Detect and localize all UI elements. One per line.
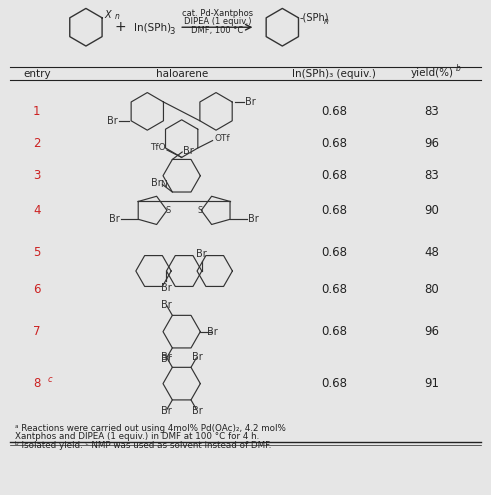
Text: 0.68: 0.68 <box>321 283 347 296</box>
Text: Br: Br <box>196 248 207 258</box>
Text: DIPEA (1 equiv.): DIPEA (1 equiv.) <box>184 17 251 26</box>
Text: 0.68: 0.68 <box>321 105 347 118</box>
Text: Br: Br <box>161 353 171 364</box>
Text: 1: 1 <box>33 105 41 118</box>
Text: 3: 3 <box>33 169 41 182</box>
Text: 83: 83 <box>425 105 439 118</box>
Text: In(SPh): In(SPh) <box>134 22 171 32</box>
Text: ᵃ Reactions were carried out using 4mol% Pd(OAc)₂, 4.2 mol%: ᵃ Reactions were carried out using 4mol%… <box>15 424 286 433</box>
Text: TfO: TfO <box>150 143 165 152</box>
Text: -(SPh): -(SPh) <box>300 13 329 23</box>
Text: 90: 90 <box>425 204 439 217</box>
Text: N: N <box>160 180 166 189</box>
Text: 2: 2 <box>33 137 41 150</box>
Text: Br: Br <box>192 405 202 416</box>
Text: Br: Br <box>151 178 162 188</box>
Text: Br: Br <box>109 214 120 224</box>
Text: OTf: OTf <box>214 134 230 143</box>
Text: Br: Br <box>161 351 171 362</box>
Text: In(SPh)₃ (equiv.): In(SPh)₃ (equiv.) <box>292 68 376 79</box>
Text: Br: Br <box>248 214 259 224</box>
Text: 83: 83 <box>425 169 439 182</box>
Text: c: c <box>48 375 52 384</box>
Text: X: X <box>105 10 111 20</box>
Text: entry: entry <box>23 68 51 79</box>
Text: Br: Br <box>107 116 118 126</box>
Text: 0.68: 0.68 <box>321 377 347 390</box>
Text: 0.68: 0.68 <box>321 246 347 259</box>
Text: 7: 7 <box>33 325 41 338</box>
Text: 48: 48 <box>425 246 439 259</box>
Text: 8: 8 <box>33 377 41 390</box>
Text: S: S <box>198 206 203 215</box>
Text: cat. Pd-Xantphos: cat. Pd-Xantphos <box>182 9 253 18</box>
Text: S: S <box>165 206 170 215</box>
Text: 3: 3 <box>169 27 175 36</box>
Text: n: n <box>324 17 329 26</box>
Text: Br: Br <box>207 327 218 337</box>
Text: 91: 91 <box>425 377 439 390</box>
Text: Br: Br <box>246 97 256 107</box>
Text: 0.68: 0.68 <box>321 325 347 338</box>
Text: 5: 5 <box>33 246 41 259</box>
Text: Br: Br <box>161 405 171 416</box>
Text: Br: Br <box>192 351 202 362</box>
Text: n: n <box>114 12 119 21</box>
Text: ᵇ Isolated yield. ᶜ NMP was used as solvent instead of DMF.: ᵇ Isolated yield. ᶜ NMP was used as solv… <box>15 441 271 450</box>
Text: +: + <box>114 20 126 34</box>
Text: 80: 80 <box>425 283 439 296</box>
Text: 0.68: 0.68 <box>321 169 347 182</box>
Text: 6: 6 <box>33 283 41 296</box>
Text: Br: Br <box>183 146 194 155</box>
Text: b: b <box>456 64 461 73</box>
Text: Br: Br <box>161 299 171 310</box>
Text: 96: 96 <box>425 137 439 150</box>
Text: 0.68: 0.68 <box>321 137 347 150</box>
Text: 96: 96 <box>425 325 439 338</box>
Text: yield(%): yield(%) <box>410 67 454 78</box>
Text: 4: 4 <box>33 204 41 217</box>
Text: Br: Br <box>161 283 172 294</box>
Text: haloarene: haloarene <box>156 68 208 79</box>
Text: Xantphos and DIPEA (1 equiv.) in DMF at 100 °C for 4 h.: Xantphos and DIPEA (1 equiv.) in DMF at … <box>15 432 259 441</box>
Text: 0.68: 0.68 <box>321 204 347 217</box>
Text: DMF, 100 °C: DMF, 100 °C <box>191 26 244 35</box>
